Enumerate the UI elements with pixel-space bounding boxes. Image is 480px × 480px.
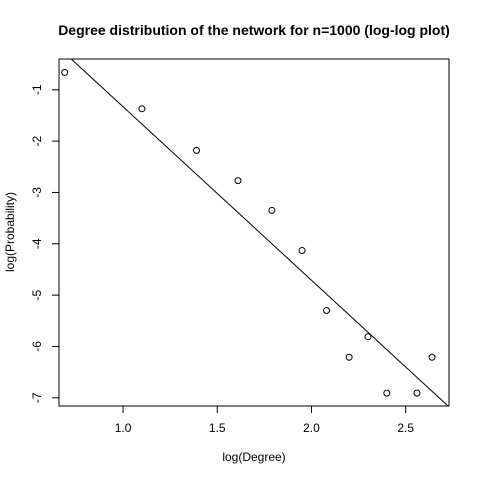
data-point	[234, 177, 242, 185]
x-axis-label: log(Degree)	[222, 450, 285, 464]
data-point	[383, 389, 391, 397]
x-tick-label: 1.0	[115, 421, 132, 435]
chart-title: Degree distribution of the network for n…	[58, 22, 450, 38]
data-point	[345, 353, 353, 361]
data-point	[193, 146, 201, 154]
y-axis: -1 -2 -3 -4 -5 -6 -7	[30, 84, 59, 403]
x-tick-label: 2.0	[303, 421, 320, 435]
fit-line	[70, 58, 449, 407]
y-tick-label: -3	[30, 187, 44, 198]
y-tick-label: -5	[30, 289, 44, 300]
x-axis: 1.0 1.5 2.0 2.5	[115, 406, 414, 435]
x-tick-label: 2.5	[397, 421, 414, 435]
y-tick-label: -1	[30, 84, 44, 95]
data-point	[61, 68, 69, 76]
data-point	[138, 105, 146, 113]
data-point	[298, 246, 306, 254]
data-point	[364, 333, 372, 341]
y-tick-label: -4	[30, 238, 44, 249]
y-tick-label: -2	[30, 135, 44, 146]
data-point	[268, 206, 276, 214]
data-point	[428, 353, 436, 361]
y-tick-label: -6	[30, 341, 44, 352]
plot-area	[61, 58, 449, 407]
data-point	[413, 389, 421, 397]
y-tick-label: -7	[30, 392, 44, 403]
plot-frame	[58, 58, 450, 407]
y-axis-label: log(Probability)	[3, 192, 17, 272]
x-tick-label: 1.5	[209, 421, 226, 435]
data-point	[323, 307, 331, 315]
